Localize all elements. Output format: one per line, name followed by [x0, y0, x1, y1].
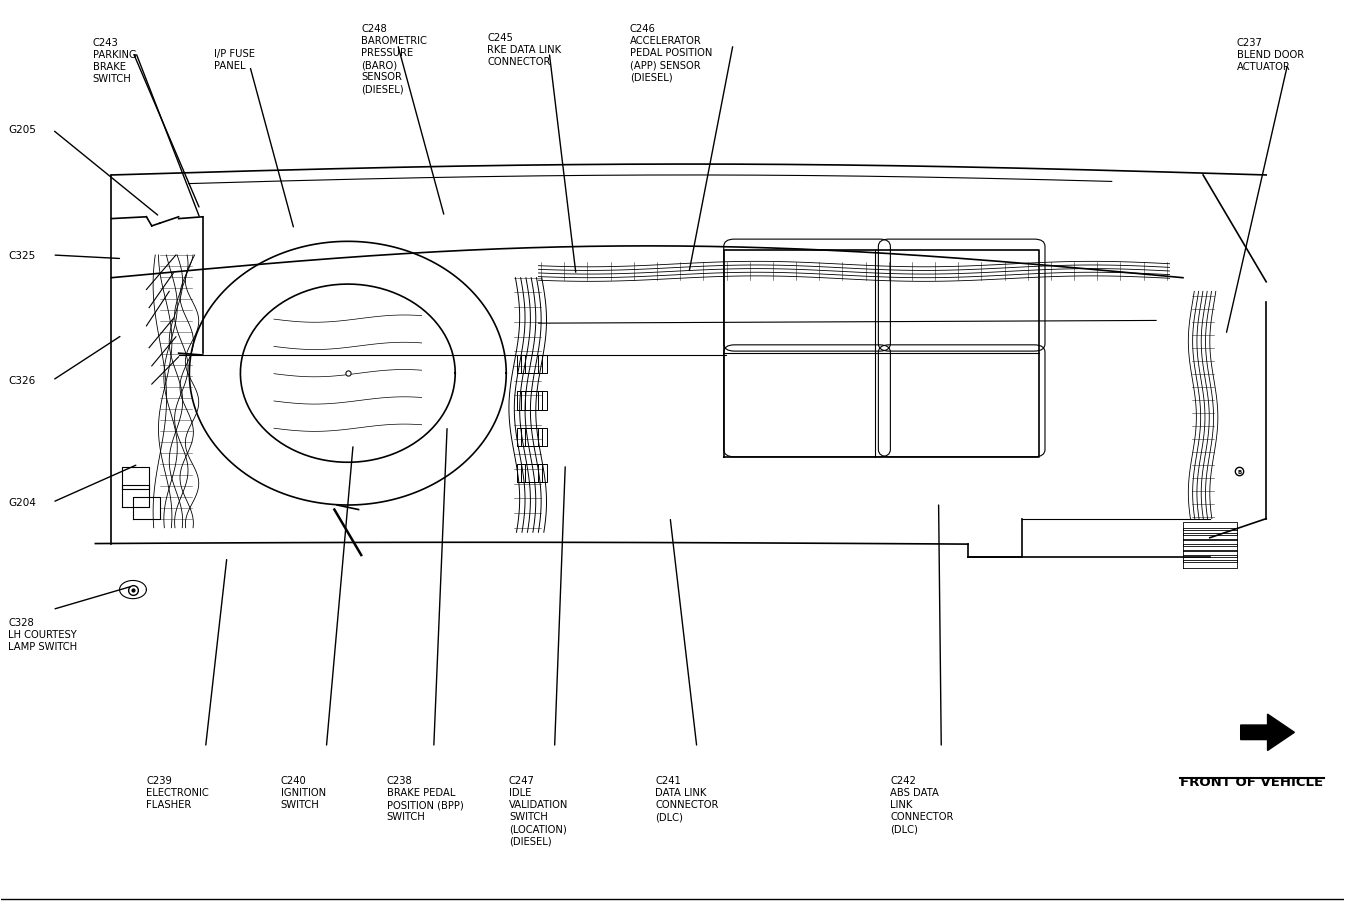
Text: C241
DATA LINK
CONNECTOR
(DLC): C241 DATA LINK CONNECTOR (DLC): [656, 775, 718, 821]
Text: C238
BRAKE PEDAL
POSITION (BPP)
SWITCH: C238 BRAKE PEDAL POSITION (BPP) SWITCH: [386, 775, 464, 821]
Text: C243
PARKING
BRAKE
SWITCH: C243 PARKING BRAKE SWITCH: [92, 37, 136, 84]
Text: C328
LH COURTESY
LAMP SWITCH: C328 LH COURTESY LAMP SWITCH: [8, 617, 78, 651]
Text: C239
ELECTRONIC
FLASHER: C239 ELECTRONIC FLASHER: [147, 775, 209, 809]
Text: C245
RKE DATA LINK
CONNECTOR: C245 RKE DATA LINK CONNECTOR: [487, 33, 562, 67]
Text: C325: C325: [8, 251, 35, 261]
Text: C240
IGNITION
SWITCH: C240 IGNITION SWITCH: [280, 775, 326, 809]
Text: C242
ABS DATA
LINK
CONNECTOR
(DLC): C242 ABS DATA LINK CONNECTOR (DLC): [891, 775, 953, 834]
Text: FRONT OF VEHICLE: FRONT OF VEHICLE: [1180, 775, 1323, 788]
Text: C326: C326: [8, 376, 35, 386]
Text: C247
IDLE
VALIDATION
SWITCH
(LOCATION)
(DIESEL): C247 IDLE VALIDATION SWITCH (LOCATION) (…: [509, 775, 568, 845]
Text: B: B: [1238, 469, 1242, 475]
Text: I/P FUSE
PANEL: I/P FUSE PANEL: [214, 48, 254, 70]
Text: G205: G205: [8, 126, 35, 136]
Text: C237
BLEND DOOR
ACTUATOR: C237 BLEND DOOR ACTUATOR: [1236, 37, 1304, 72]
Text: G204: G204: [8, 497, 35, 507]
Text: C246
ACCELERATOR
PEDAL POSITION
(APP) SENSOR
(DIESEL): C246 ACCELERATOR PEDAL POSITION (APP) SE…: [630, 24, 713, 82]
Text: C248
BAROMETRIC
PRESSURE
(BARO)
SENSOR
(DIESEL): C248 BAROMETRIC PRESSURE (BARO) SENSOR (…: [362, 24, 427, 94]
Polygon shape: [1240, 714, 1295, 751]
